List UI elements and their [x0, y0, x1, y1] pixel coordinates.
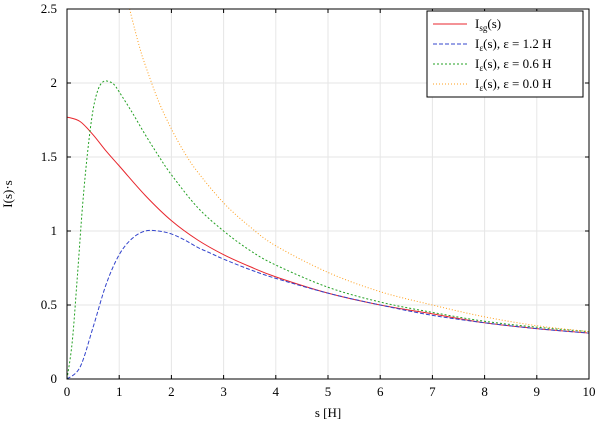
series-line-1: [67, 116, 589, 334]
y-tick-label: 0.5: [41, 297, 57, 312]
series-lines: [67, 9, 589, 379]
x-tick-label: 5: [325, 384, 332, 399]
series-line-3: [67, 80, 589, 379]
x-tick-label: 4: [273, 384, 280, 399]
series-line-2: [67, 229, 589, 379]
x-axis-label: s [H]: [315, 405, 341, 420]
y-tick-label: 1: [51, 223, 58, 238]
legend-entry-4: Iε(s), ε = 0.0 H: [475, 76, 552, 93]
x-tick-label: 8: [481, 384, 488, 399]
x-tick-label: 0: [64, 384, 71, 399]
x-tick-label: 3: [220, 384, 227, 399]
x-tick-label: 10: [583, 384, 596, 399]
y-tick-label: 0: [51, 371, 58, 386]
y-axis-label: I(s)·s: [0, 180, 15, 207]
y-tick-label: 2: [51, 75, 58, 90]
legend-box: [426, 10, 584, 98]
legend-entry-3: Iε(s), ε = 0.6 H: [475, 56, 552, 73]
axis-ticks: 0 1 2 3 4 5 6 7 8 9 10 0 0.5 1 1.5 2 2.5: [41, 1, 596, 399]
x-tick-label: 1: [116, 384, 123, 399]
legend-entry-1: Isg(s): [475, 16, 501, 33]
x-tick-label: 7: [429, 384, 436, 399]
x-tick-label: 9: [534, 384, 541, 399]
legend-entry-2: Iε(s), ε = 1.2 H: [475, 36, 552, 53]
x-tick-label: 2: [168, 384, 175, 399]
x-tick-label: 6: [377, 384, 384, 399]
y-tick-label: 2.5: [41, 1, 57, 16]
legend: Isg(s) Iε(s), ε = 1.2 H Iε(s), ε = 0.6 H Iε…: [426, 10, 584, 98]
y-tick-label: 1.5: [41, 149, 57, 164]
